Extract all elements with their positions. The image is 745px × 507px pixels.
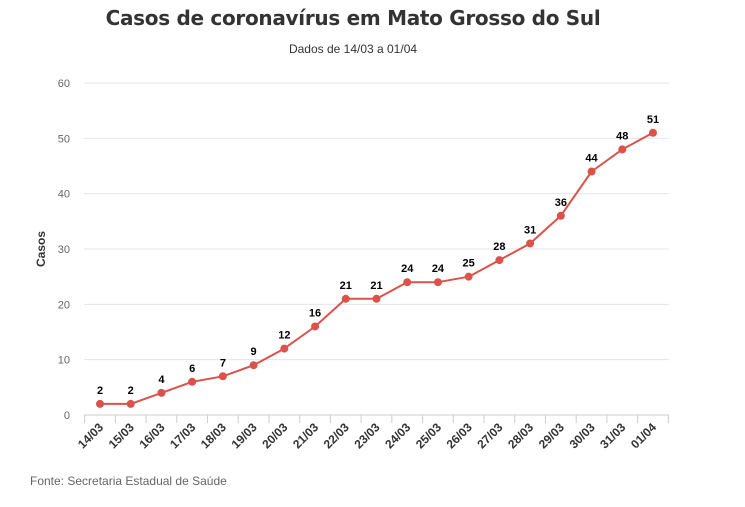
data-point bbox=[526, 239, 535, 248]
x-tick-label: 26/03 bbox=[444, 420, 475, 451]
data-point bbox=[372, 294, 381, 303]
x-tick-label: 16/03 bbox=[136, 420, 167, 451]
data-label: 4 bbox=[158, 374, 165, 386]
y-tick-label: 50 bbox=[58, 133, 70, 145]
data-label: 51 bbox=[647, 114, 659, 126]
data-label: 12 bbox=[278, 330, 290, 342]
data-label: 21 bbox=[340, 280, 352, 292]
data-label: 16 bbox=[309, 307, 321, 319]
y-axis-label: Casos bbox=[34, 231, 48, 267]
data-label: 48 bbox=[616, 130, 628, 142]
y-tick-label: 0 bbox=[64, 410, 70, 422]
data-label: 9 bbox=[251, 346, 257, 358]
data-point bbox=[249, 361, 258, 370]
data-label: 6 bbox=[189, 363, 195, 375]
data-label: 24 bbox=[401, 263, 414, 275]
data-point bbox=[433, 278, 442, 287]
x-tick-label: 01/04 bbox=[628, 420, 659, 451]
x-tick-label: 15/03 bbox=[106, 420, 137, 451]
x-tick-label: 28/03 bbox=[505, 420, 536, 451]
data-label: 44 bbox=[585, 153, 598, 165]
data-point bbox=[587, 167, 596, 176]
y-tick-label: 30 bbox=[58, 244, 70, 256]
data-label: 25 bbox=[463, 258, 475, 270]
data-point bbox=[341, 294, 350, 303]
data-label: 28 bbox=[493, 241, 505, 253]
data-point bbox=[403, 278, 412, 287]
data-point bbox=[649, 128, 657, 137]
data-point bbox=[618, 145, 627, 154]
x-tick-label: 27/03 bbox=[474, 420, 505, 451]
data-points bbox=[96, 128, 657, 408]
data-point bbox=[311, 322, 320, 331]
y-tick-label: 60 bbox=[58, 78, 70, 90]
data-point bbox=[495, 256, 504, 265]
data-point bbox=[280, 344, 289, 353]
x-tick-label: 24/03 bbox=[382, 420, 413, 451]
x-tick-label: 17/03 bbox=[167, 420, 198, 451]
data-label: 31 bbox=[524, 224, 536, 236]
source-note: Fonte: Secretaria Estadual de Saúde bbox=[30, 474, 227, 488]
y-tick-label: 10 bbox=[58, 355, 70, 367]
data-label: 24 bbox=[432, 263, 445, 275]
data-point bbox=[464, 272, 473, 281]
data-point bbox=[126, 399, 135, 408]
data-point bbox=[96, 399, 104, 408]
x-tick-label: 14/03 bbox=[75, 420, 106, 451]
x-tick-label: 18/03 bbox=[198, 420, 229, 451]
chart-subtitle: Dados de 14/03 a 01/04 bbox=[288, 42, 418, 56]
data-label: 2 bbox=[97, 385, 103, 397]
x-tick-label: 29/03 bbox=[536, 420, 567, 451]
x-tick-label: 19/03 bbox=[229, 420, 260, 451]
x-tick-label: 20/03 bbox=[259, 420, 290, 451]
data-label: 7 bbox=[220, 357, 226, 369]
x-tick-label: 21/03 bbox=[290, 420, 321, 451]
x-tick-label: 23/03 bbox=[351, 420, 382, 451]
y-tick-label: 40 bbox=[58, 189, 70, 201]
series-line bbox=[100, 131, 654, 405]
series-polyline bbox=[100, 131, 654, 405]
data-point bbox=[218, 372, 227, 381]
data-point bbox=[157, 388, 166, 397]
x-tick-label: 25/03 bbox=[413, 420, 444, 451]
gridlines bbox=[84, 82, 669, 361]
data-label: 2 bbox=[128, 385, 134, 397]
x-tick-label: 22/03 bbox=[321, 420, 352, 451]
y-tick-label: 20 bbox=[58, 299, 70, 311]
data-label: 36 bbox=[555, 197, 567, 209]
data-point bbox=[188, 377, 197, 386]
x-tick-label: 31/03 bbox=[597, 420, 628, 451]
data-point bbox=[556, 211, 565, 220]
data-label: 21 bbox=[370, 280, 382, 292]
chart-title: Casos de coronavírus em Mato Grosso do S… bbox=[105, 6, 601, 30]
x-tick-label: 30/03 bbox=[567, 420, 598, 451]
